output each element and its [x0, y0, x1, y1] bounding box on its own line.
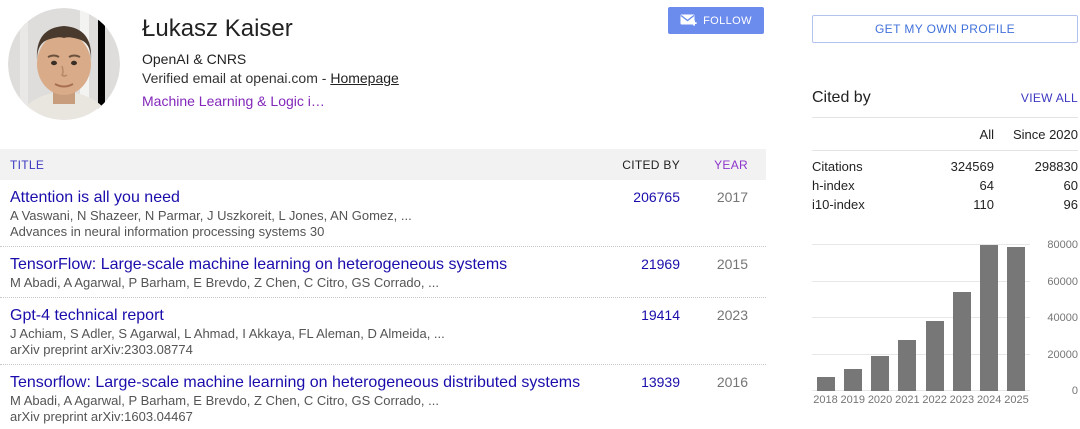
publication-venue: arXiv preprint arXiv:1603.04467 [10, 409, 193, 424]
chart-bar-2021[interactable] [898, 339, 917, 391]
chart-gridline [812, 244, 1030, 245]
publications-table-header: TITLE CITED BY YEAR [0, 149, 766, 180]
chart-y-tick: 0 [1071, 385, 1078, 397]
stat-row-citations: Citations 324569 298830 [812, 157, 1078, 176]
publication-authors: J Achiam, S Adler, S Agarwal, L Ahmad, I… [10, 326, 445, 341]
citations-chart-plot [812, 244, 1030, 391]
chart-x-label: 2023 [949, 394, 975, 406]
chart-gridline [812, 317, 1030, 318]
publication-title-link[interactable]: Attention is all you need [10, 189, 180, 206]
affiliation: OpenAI & CNRS [142, 51, 247, 67]
verified-email-line: Verified email at openai.com - Homepage [142, 69, 399, 88]
avatar-photo [8, 8, 120, 120]
cited-by-stats: Citations 324569 298830 h-index 64 60 i1… [812, 151, 1078, 214]
chart-x-labels: 2018 2019 2020 2021 2022 2023 2024 2025 [812, 391, 1030, 406]
chart-bar-2024[interactable] [979, 245, 998, 391]
follow-button[interactable]: FOLLOW [668, 7, 764, 34]
publications-table: TITLE CITED BY YEAR Attention is all you… [0, 149, 766, 429]
main-column: Łukasz Kaiser OpenAI & CNRS Verified ema… [0, 0, 766, 429]
publication-venue: Advances in neural information processin… [10, 224, 325, 239]
publication-authors: M Abadi, A Agarwal, P Barham, E Brevdo, … [10, 393, 439, 408]
cited-by-columns: All Since 2020 [812, 118, 1078, 151]
page-title: Łukasz Kaiser [142, 15, 293, 42]
cited-by-header: Cited by VIEW ALL [812, 89, 1078, 118]
chart-y-labels: 0 20000 40000 60000 80000 [1030, 239, 1078, 397]
publication-venue: arXiv preprint arXiv:2303.08774 [10, 342, 193, 357]
view-all-link[interactable]: VIEW ALL [1020, 91, 1078, 105]
stat-value-all: 324569 [950, 159, 994, 174]
stat-row-h-index: h-index 64 60 [812, 176, 1078, 195]
chart-bar-2023[interactable] [952, 292, 971, 391]
stat-value-since: 96 [1063, 197, 1078, 212]
chart-gridline [812, 353, 1030, 355]
stat-label: h-index [812, 178, 855, 193]
chart-gridline [812, 390, 1030, 391]
publication-row: Gpt-4 technical report J Achiam, S Adler… [0, 298, 766, 365]
chart-x-label: 2020 [867, 394, 893, 406]
interests-link[interactable]: Machine Learning & Logic i… [142, 93, 325, 109]
avatar[interactable] [8, 8, 120, 120]
sort-by-year-link[interactable]: YEAR [714, 157, 748, 172]
citations-per-year-chart: 0 20000 40000 60000 80000 2018 2019 2020 2021 20… [812, 239, 1078, 406]
verified-email-text: Verified email at openai.com - [142, 70, 331, 86]
chart-y-tick: 60000 [1047, 275, 1078, 288]
follow-button-label: FOLLOW [703, 14, 752, 27]
get-my-own-profile-button[interactable]: GET MY OWN PROFILE [812, 15, 1078, 43]
stat-label: Citations [812, 159, 863, 174]
publication-title-link[interactable]: TensorFlow: Large-scale machine learning… [10, 256, 508, 273]
publication-row: Attention is all you need A Vaswani, N S… [0, 180, 766, 247]
citation-count-link[interactable]: 13939 [641, 374, 680, 390]
publication-authors: M Abadi, A Agarwal, P Barham, E Brevdo, … [10, 275, 439, 290]
homepage-link[interactable]: Homepage [330, 70, 399, 86]
chart-bar-2020[interactable] [871, 356, 890, 391]
chart-x-label: 2024 [976, 394, 1002, 406]
envelope-plus-icon [680, 14, 697, 28]
chart-y-tick: 80000 [1047, 239, 1078, 251]
publication-title-link[interactable]: Gpt-4 technical report [10, 307, 164, 324]
chart-y-tick: 20000 [1047, 348, 1078, 361]
profile-info: Łukasz Kaiser OpenAI & CNRS Verified ema… [142, 8, 399, 120]
stat-value-all: 64 [979, 178, 994, 193]
publication-authors: A Vaswani, N Shazeer, N Parmar, J Uszkor… [10, 208, 412, 223]
chart-gridline [812, 280, 1030, 282]
chart-bar-2022[interactable] [925, 320, 944, 391]
chart-x-label: 2019 [840, 394, 866, 406]
stat-label: i10-index [812, 197, 865, 212]
citation-count-link[interactable]: 19414 [641, 307, 680, 323]
citation-count-link[interactable]: 21969 [641, 256, 680, 272]
publication-year: 2017 [716, 189, 748, 205]
profile-header: Łukasz Kaiser OpenAI & CNRS Verified ema… [0, 0, 766, 120]
publication-year: 2023 [716, 307, 748, 323]
sort-by-title-link[interactable]: TITLE [10, 157, 45, 172]
publication-row: Tensorflow: Large-scale machine learning… [0, 365, 766, 429]
chart-x-label: 2025 [1004, 394, 1029, 406]
stat-row-i10-index: i10-index 110 96 [812, 195, 1078, 214]
sort-by-citations-link[interactable]: CITED BY [622, 157, 680, 172]
publication-year: 2016 [716, 374, 748, 390]
stat-value-all: 110 [973, 197, 994, 212]
citation-count-link[interactable]: 206765 [633, 189, 680, 205]
publication-year: 2015 [716, 256, 748, 272]
stat-value-since: 298830 [1034, 159, 1078, 174]
publication-title-link[interactable]: Tensorflow: Large-scale machine learning… [10, 374, 581, 391]
stat-value-since: 60 [1063, 178, 1078, 193]
chart-y-tick: 40000 [1047, 312, 1078, 324]
column-all: All [979, 127, 994, 142]
chart-bar-2018[interactable] [817, 377, 835, 391]
chart-bar-2025[interactable] [1006, 246, 1025, 391]
publication-row: TensorFlow: Large-scale machine learning… [0, 247, 766, 298]
cited-by-heading: Cited by [812, 89, 871, 106]
chart-x-label: 2022 [922, 394, 947, 406]
sidebar: GET MY OWN PROFILE Cited by VIEW ALL All… [812, 0, 1078, 429]
column-since-2020: Since 2020 [1012, 127, 1078, 142]
chart-x-label: 2021 [895, 394, 920, 406]
chart-x-label: 2018 [813, 394, 838, 406]
chart-bar-2019[interactable] [844, 369, 863, 391]
